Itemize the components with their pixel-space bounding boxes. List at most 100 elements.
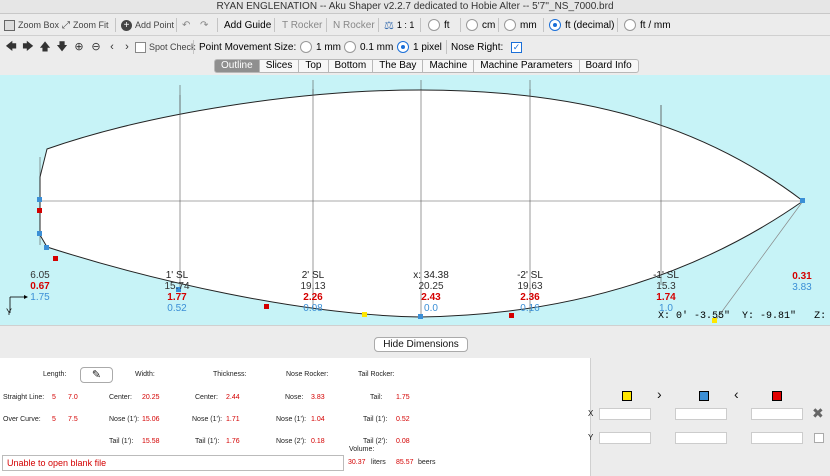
nose-right-checkbox[interactable]: ✓ [511, 39, 525, 55]
t-rocker-button[interactable]: T Rocker [282, 19, 323, 31]
dim-blue-value: 3.83 [792, 282, 812, 293]
control-point [44, 245, 49, 250]
chevron-left-icon[interactable]: ‹ [110, 41, 114, 53]
close-icon[interactable]: ✖ [812, 405, 824, 421]
spot-check-checkbox[interactable]: Spot Check [135, 39, 196, 55]
arrow-right-icon[interactable]: 🡆 [22, 41, 34, 53]
undo-button[interactable]: ↶ [182, 17, 190, 33]
tab-the-bay[interactable]: The Bay [373, 59, 424, 73]
over-curve-label: Over Curve: [3, 416, 41, 423]
dim-blue-value: 0.0 [424, 303, 438, 314]
dim-red-value: 1.74 [656, 292, 676, 303]
yellow-y-input[interactable] [599, 432, 651, 444]
radio-indicator [428, 19, 440, 31]
yellow-point-swatch[interactable] [622, 391, 632, 401]
unit-label: ft [444, 19, 450, 31]
volume-label: Volume: [349, 446, 375, 453]
unit-cm-radio[interactable]: cm [466, 17, 495, 33]
zoom-fit-icon: ⤢ [62, 19, 70, 31]
dim-neg2-sl: -2' SL 19.63 2.36 0.16 [517, 270, 543, 314]
add-guide-button[interactable]: Add Guide [224, 19, 272, 31]
unit-mm-radio[interactable]: mm [504, 17, 537, 33]
width-center-value: 20.25 [142, 394, 160, 401]
blue-y-input[interactable] [675, 432, 727, 444]
tab-machine[interactable]: Machine [423, 59, 475, 73]
thickness-header: Thickness: [213, 371, 247, 378]
divider [326, 18, 327, 32]
dim-red-value: 2.26 [303, 292, 323, 303]
movement-label: 1 mm [316, 41, 341, 53]
unit-ft-mm-radio[interactable]: ft / mm [624, 17, 671, 33]
tab-top[interactable]: Top [299, 59, 329, 73]
outline-canvas[interactable]: Y 6.05 0.67 1.75 1' SL 15.74 1.77 0.52 2… [0, 75, 830, 325]
beers-label: beers [418, 459, 436, 466]
zoom-box-button[interactable]: Zoom Box [4, 17, 59, 33]
lock-checkbox[interactable] [814, 433, 824, 443]
tab-bottom[interactable]: Bottom [328, 59, 374, 73]
add-point-button[interactable]: + Add Point [121, 17, 174, 33]
board-outline-drawing[interactable] [0, 75, 830, 325]
liters-label: liters [371, 459, 386, 466]
spot-check-label: Spot Check [149, 42, 196, 52]
radio-indicator [549, 19, 561, 31]
tab-slices[interactable]: Slices [259, 59, 300, 73]
chevron-right-icon[interactable]: › [657, 386, 662, 402]
movement-0-1mm-radio[interactable]: 0.1 mm [344, 39, 393, 55]
tab-board-info[interactable]: Board Info [579, 59, 639, 73]
dim-red-value: 2.36 [520, 292, 540, 303]
movement-1pixel-radio[interactable]: 1 pixel [397, 39, 442, 55]
zoom-box-icon [4, 19, 15, 31]
divider [498, 18, 499, 32]
dim-blue-value: 0.08 [303, 303, 323, 314]
red-point-swatch[interactable] [772, 391, 782, 401]
movement-1mm-radio[interactable]: 1 mm [300, 39, 341, 55]
blue-point-swatch[interactable] [699, 391, 709, 401]
tab-outline[interactable]: Outline [214, 59, 260, 73]
dim-nose-end: 0.31 3.83 [792, 271, 811, 293]
blue-x-input[interactable] [675, 408, 727, 420]
control-point [37, 231, 42, 236]
red-x-input[interactable] [751, 408, 803, 420]
edit-pencil-button[interactable]: ✎ [80, 367, 113, 383]
axis-arrow [24, 295, 28, 299]
nose-rocker-nose-label: Nose: [285, 394, 304, 401]
zoom-in-icon[interactable]: ⊕ [74, 41, 84, 53]
zoom-fit-button[interactable]: ⤢ Zoom Fit [62, 17, 109, 33]
chevron-right-icon[interactable]: › [125, 41, 129, 53]
chevron-left-icon[interactable]: ‹ [734, 386, 739, 402]
arrow-down-icon[interactable]: 🡇 [56, 41, 68, 53]
redo-button[interactable]: ↷ [200, 17, 208, 33]
coord-y: Y: -9.81" [742, 311, 797, 322]
radio-indicator [466, 19, 478, 31]
n-rocker-button[interactable]: N Rocker [333, 19, 375, 31]
arrow-up-icon[interactable]: 🡅 [39, 41, 51, 53]
dim-label: -2' SL [517, 270, 543, 281]
yellow-x-input[interactable] [599, 408, 651, 420]
divider [378, 18, 379, 32]
tail-rocker-t2-value: 0.08 [396, 438, 410, 445]
tail-rocker-tail-value: 1.75 [396, 394, 410, 401]
dim-label: 1' SL [165, 270, 189, 281]
zoom-out-icon[interactable]: ⊖ [91, 41, 101, 53]
x-row-label: X [588, 409, 594, 418]
hide-dimensions-button[interactable]: Hide Dimensions [374, 337, 468, 352]
dim-red-value: 1.77 [167, 292, 187, 303]
radio-indicator [344, 41, 356, 53]
red-y-input[interactable] [751, 432, 803, 444]
movement-label: 1 pixel [413, 41, 442, 53]
toolbar-navigation: 🡄 🡆 🡅 🡇 ⊕ ⊖ ‹ › Spot Check Point Movemen… [0, 36, 830, 58]
arrow-left-icon[interactable]: 🡄 [5, 41, 17, 53]
width-tail-value: 15.58 [142, 438, 160, 445]
scale-button[interactable]: ⚖ 1 : 1 [384, 17, 414, 33]
unit-ft-decimal-radio[interactable]: ft (decimal) [549, 17, 614, 33]
point-movement-label: Point Movement Size: [199, 41, 297, 53]
unit-ft-radio[interactable]: ft [428, 17, 450, 33]
width-nose-label: Nose (1'): [109, 416, 140, 423]
dim-value: 15.3 [656, 281, 676, 292]
movement-label: 0.1 mm [360, 41, 394, 53]
thickness-center-value: 2.44 [226, 394, 240, 401]
toolbar-main: Zoom Box ⤢ Zoom Fit + Add Point ↶ ↷ Add … [0, 14, 830, 36]
tab-machine-parameters[interactable]: Machine Parameters [474, 59, 580, 73]
nose-rocker-n1-value: 1.04 [311, 416, 325, 423]
dim-red-value: 0.67 [30, 281, 50, 292]
